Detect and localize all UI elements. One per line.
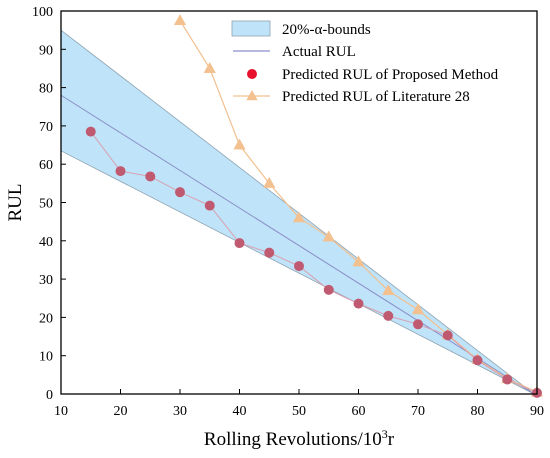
y-axis-ticks: 0 10 20 30 40 50 60 70 80 90 100 <box>32 5 66 403</box>
proposed-point <box>502 374 513 385</box>
proposed-point <box>294 261 304 272</box>
proposed-line <box>90 131 538 394</box>
y-tick-label: 60 <box>39 158 53 173</box>
proposed-point <box>353 298 364 309</box>
y-tick-label: 90 <box>39 43 53 58</box>
literature-point <box>263 176 276 188</box>
legend-label-actual: Actual RUL <box>282 44 356 60</box>
legend-swatch-proposed <box>247 69 257 79</box>
x-axis-ticks: 10 20 30 40 50 60 70 80 90 <box>54 389 544 419</box>
proposed-point <box>204 200 215 211</box>
y-tick-label: 30 <box>39 273 53 288</box>
proposed-point <box>413 319 423 330</box>
literature-point <box>233 138 246 150</box>
x-tick-label: 20 <box>114 404 128 419</box>
x-axis-title-main: Rolling Revolutions/10 <box>204 429 382 450</box>
y-tick-label: 80 <box>39 82 53 97</box>
proposed-point <box>472 355 483 366</box>
alpha-bounds-band <box>60 29 535 395</box>
x-axis-title-superscript: 3 <box>382 427 388 441</box>
x-tick-label: 50 <box>292 404 306 419</box>
x-tick-label: 10 <box>54 404 68 419</box>
x-tick-label: 60 <box>352 404 366 419</box>
legend-swatch-bounds <box>231 20 271 37</box>
y-tick-label: 50 <box>39 197 53 212</box>
x-tick-label: 40 <box>233 404 247 419</box>
literature-point <box>292 211 306 223</box>
x-tick-label: 80 <box>471 404 485 419</box>
legend-label-literature: Predicted RUL of Literature 28 <box>282 89 470 105</box>
legend-label-bounds: 20%-α-bounds <box>282 22 371 38</box>
literature-point <box>382 284 395 296</box>
literature-point <box>322 230 335 242</box>
y-tick-label: 0 <box>46 388 53 403</box>
literature-point <box>411 303 425 315</box>
y-tick-label: 100 <box>32 5 53 20</box>
y-tick-label: 40 <box>39 235 53 250</box>
plot-area <box>60 14 544 398</box>
x-tick-label: 70 <box>411 404 425 419</box>
x-tick-label: 90 <box>530 404 544 419</box>
actual-rul-line <box>60 94 535 395</box>
proposed-series <box>85 126 542 398</box>
y-axis-title: RUL <box>5 184 26 222</box>
proposed-point <box>85 126 96 137</box>
axes: 10 20 30 40 50 60 70 80 90 010203040506070809010… <box>5 5 544 450</box>
literature-point <box>352 255 365 267</box>
y-tick-label: 70 <box>39 120 53 135</box>
x-axis-title-suffix: r <box>388 429 395 450</box>
proposed-point <box>323 284 334 295</box>
y-tick-label: 20 <box>39 311 53 326</box>
x-tick-label: 30 <box>173 404 187 419</box>
y-tick-label: 10 <box>39 350 53 365</box>
legend: 20%-α-bounds Actual RUL Predicted RUL of… <box>231 20 499 105</box>
proposed-point <box>115 166 126 177</box>
legend-swatch-literature <box>246 90 258 101</box>
proposed-point <box>383 310 394 321</box>
proposed-point <box>442 330 453 341</box>
literature-point <box>203 61 216 73</box>
proposed-point <box>264 247 275 258</box>
proposed-point <box>175 187 185 198</box>
x-axis-title: Rolling Revolutions/103r <box>204 427 395 450</box>
literature-point <box>173 14 187 26</box>
legend-label-proposed: Predicted RUL of Proposed Method <box>282 67 499 83</box>
proposed-point <box>145 171 156 182</box>
proposed-point <box>234 238 245 249</box>
